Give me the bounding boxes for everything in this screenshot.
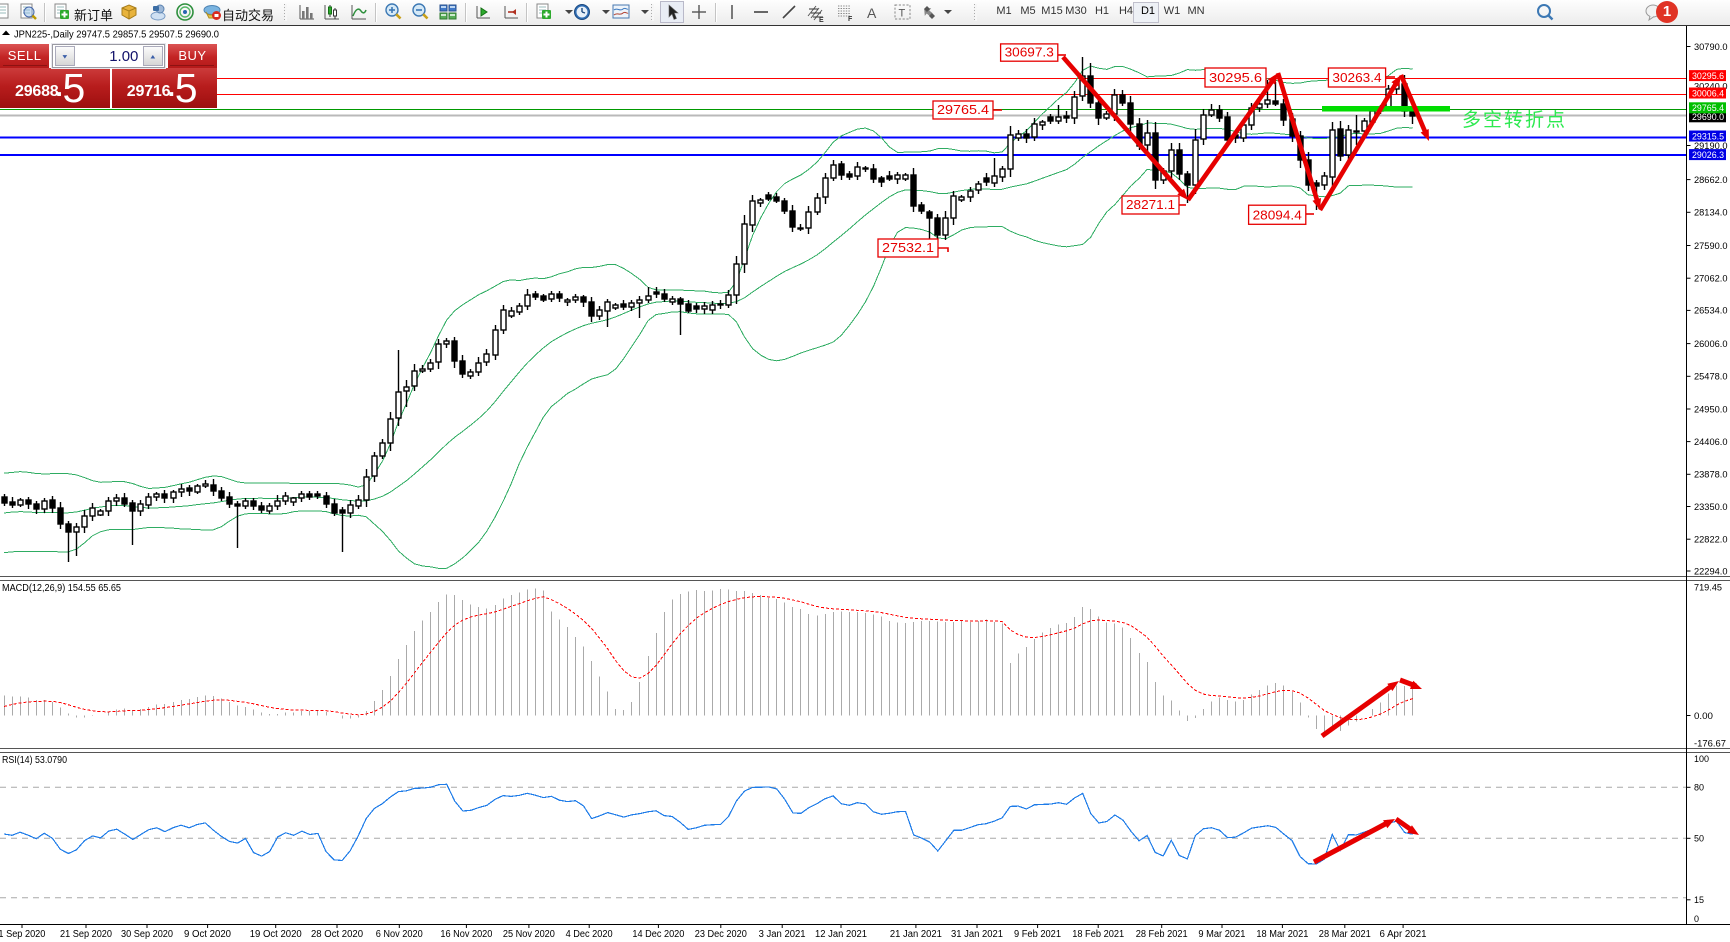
svg-text:28094.4: 28094.4: [1253, 208, 1302, 223]
svg-text:22294.0: 22294.0: [1694, 566, 1728, 577]
svg-text:18 Feb 2021: 18 Feb 2021: [1072, 929, 1124, 940]
svg-text:F: F: [848, 16, 853, 22]
svg-text:18 Mar 2021: 18 Mar 2021: [1256, 929, 1308, 940]
svg-text:24406.0: 24406.0: [1694, 437, 1728, 448]
svg-text:多空转折点: 多空转折点: [1462, 109, 1567, 131]
svg-text:19 Oct 2020: 19 Oct 2020: [250, 929, 302, 940]
svg-text:E: E: [819, 17, 824, 22]
svg-text:80: 80: [1694, 783, 1704, 794]
svg-text:23350.0: 23350.0: [1694, 502, 1728, 513]
svg-text:-176.67: -176.67: [1694, 738, 1726, 749]
svg-text:31 Jan 2021: 31 Jan 2021: [951, 929, 1003, 940]
svg-text:28271.1: 28271.1: [1126, 197, 1175, 212]
svg-text:9 Mar 2021: 9 Mar 2021: [1198, 929, 1245, 940]
svg-text:27062.0: 27062.0: [1694, 274, 1728, 285]
svg-text:719.45: 719.45: [1694, 582, 1722, 593]
svg-text:JPN225-,Daily 29747.5 29857.5: JPN225-,Daily 29747.5 29857.5 29507.5 29…: [14, 29, 219, 41]
svg-text:29026.3: 29026.3: [1692, 150, 1724, 161]
svg-text:30006.4: 30006.4: [1692, 88, 1724, 99]
svg-text:6 Apr 2021: 6 Apr 2021: [1380, 929, 1427, 940]
svg-text:27590.0: 27590.0: [1694, 241, 1728, 252]
svg-text:27532.1: 27532.1: [882, 240, 934, 255]
svg-text:21 Sep 2020: 21 Sep 2020: [60, 929, 112, 940]
svg-text:1 Sep 2020: 1 Sep 2020: [0, 929, 46, 940]
svg-text:A: A: [867, 5, 877, 21]
svg-text:23 Dec 2020: 23 Dec 2020: [695, 929, 747, 940]
svg-text:26534.0: 26534.0: [1694, 306, 1728, 317]
svg-text:22822.0: 22822.0: [1694, 535, 1728, 546]
svg-text:50: 50: [1694, 834, 1704, 845]
svg-text:0.00: 0.00: [1694, 711, 1713, 722]
svg-text:RSI(14) 53.0790: RSI(14) 53.0790: [2, 755, 67, 766]
svg-text:15: 15: [1694, 895, 1704, 906]
svg-text:16 Nov 2020: 16 Nov 2020: [440, 929, 492, 940]
svg-text:29690.0: 29690.0: [1692, 112, 1724, 123]
svg-text:30 Sep 2020: 30 Sep 2020: [121, 929, 173, 940]
svg-text:28 Feb 2021: 28 Feb 2021: [1136, 929, 1188, 940]
svg-text:28134.0: 28134.0: [1694, 208, 1728, 219]
svg-text:30697.3: 30697.3: [1005, 44, 1054, 59]
svg-text:12 Jan 2021: 12 Jan 2021: [815, 929, 867, 940]
svg-text:MACD(12,26,9) 154.55 65.65: MACD(12,26,9) 154.55 65.65: [2, 583, 121, 594]
svg-text:0: 0: [1694, 914, 1699, 925]
svg-text:29765.4: 29765.4: [937, 102, 989, 117]
svg-text:6 Nov 2020: 6 Nov 2020: [376, 929, 423, 940]
svg-text:9 Feb 2021: 9 Feb 2021: [1014, 929, 1061, 940]
svg-text:100: 100: [1694, 754, 1709, 765]
svg-text:T: T: [899, 8, 906, 20]
svg-text:30295.6: 30295.6: [1209, 70, 1262, 85]
svg-text:28662.0: 28662.0: [1694, 175, 1728, 186]
svg-text:4 Dec 2020: 4 Dec 2020: [566, 929, 613, 940]
svg-text:29315.5: 29315.5: [1692, 131, 1724, 142]
svg-text:26006.0: 26006.0: [1694, 339, 1728, 350]
svg-text:24950.0: 24950.0: [1694, 404, 1728, 415]
svg-text:30240.0: 30240.0: [1694, 81, 1728, 92]
svg-text:25 Nov 2020: 25 Nov 2020: [503, 929, 555, 940]
svg-text:9 Oct 2020: 9 Oct 2020: [184, 929, 231, 940]
svg-text:28 Oct 2020: 28 Oct 2020: [311, 929, 363, 940]
svg-text:29765.4: 29765.4: [1692, 103, 1724, 114]
svg-text:30263.4: 30263.4: [1332, 70, 1381, 85]
svg-text:14 Dec 2020: 14 Dec 2020: [632, 929, 684, 940]
svg-text:21 Jan 2021: 21 Jan 2021: [890, 929, 942, 940]
svg-text:29190.0: 29190.0: [1694, 141, 1728, 152]
svg-text:3 Jan 2021: 3 Jan 2021: [759, 929, 806, 940]
svg-text:25478.0: 25478.0: [1694, 372, 1728, 383]
svg-text:30295.6: 30295.6: [1692, 71, 1724, 82]
svg-text:30790.0: 30790.0: [1694, 42, 1728, 53]
svg-text:23878.0: 23878.0: [1694, 470, 1728, 481]
svg-text:28 Mar 2021: 28 Mar 2021: [1319, 929, 1371, 940]
